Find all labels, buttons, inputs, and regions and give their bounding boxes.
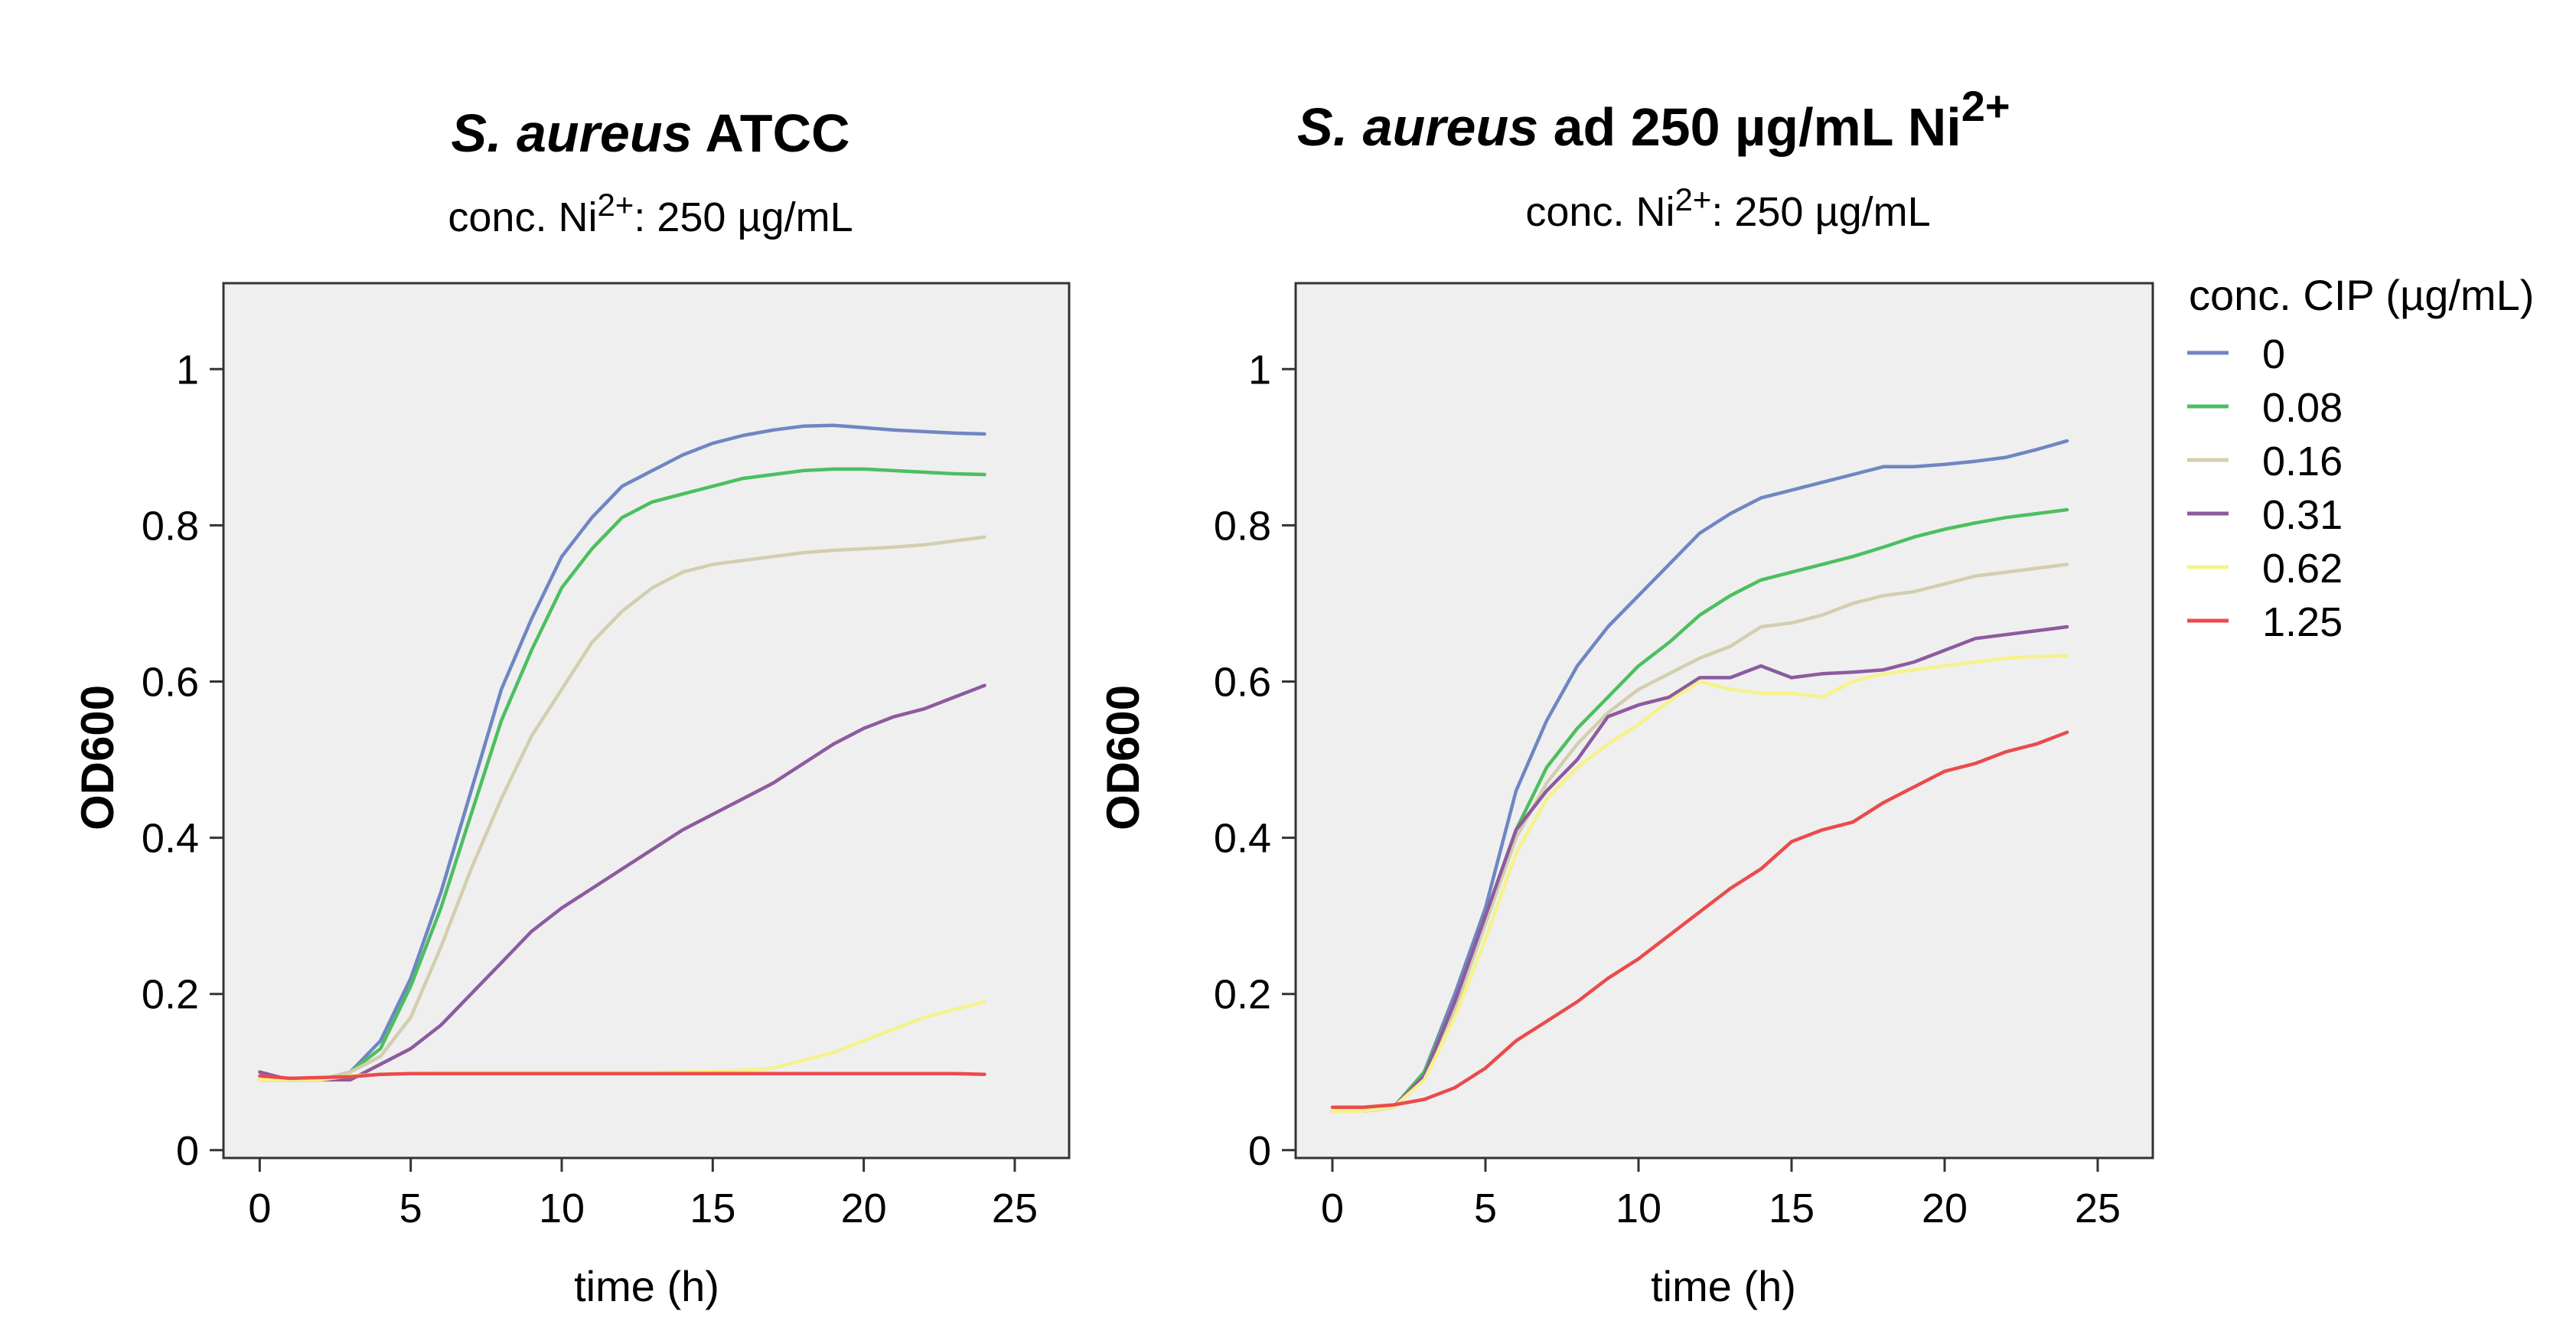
chart-right-ylabel: OD600: [1097, 685, 1149, 830]
chart-left-series: [258, 423, 986, 1082]
chart-right-series: [1330, 439, 2069, 1114]
y-tick-label: 1: [1248, 347, 1271, 393]
chart-left-plot-area: [222, 282, 1071, 1160]
chart-left-xlabel: time (h): [574, 1262, 719, 1310]
x-tick-label: 5: [399, 1186, 422, 1231]
x-tick-label: 0: [1321, 1186, 1344, 1231]
legend-label: 0.31: [2262, 492, 2343, 538]
chart-left-y-axis: 0 0.2 0.4 0.6 0.8 1: [142, 347, 223, 1174]
chart-left-x-axis: 0 5 10 15 20 25: [248, 1158, 1038, 1231]
chart-right-y-axis: 0 0.2 0.4 0.6 0.8 1: [1214, 347, 1296, 1174]
y-tick-label: 0.8: [142, 503, 199, 549]
y-tick-label: 0.6: [1214, 659, 1271, 705]
chart-right-plot-area: [1294, 282, 2154, 1160]
legend-label: 0: [2262, 331, 2285, 377]
legend-label: 1.25: [2262, 599, 2343, 645]
chart-right-x-axis: 0 5 10 15 20 25: [1321, 1158, 2121, 1231]
legend-label: 0.08: [2262, 385, 2343, 431]
y-tick-label: 0.2: [1214, 972, 1271, 1018]
x-tick-label: 25: [2075, 1186, 2121, 1231]
chart-right-title: S. aureus ad 250 µg/mL Ni2+: [1297, 82, 2010, 157]
y-tick-label: 0.4: [142, 816, 199, 862]
legend-title: conc. CIP (µg/mL): [2189, 271, 2534, 319]
y-tick-label: 1: [176, 347, 199, 393]
series-line-1-25: [258, 1071, 986, 1081]
x-tick-label: 5: [1474, 1186, 1497, 1231]
chart-left-ylabel: OD600: [72, 685, 123, 830]
chart-right: S. aureus ad 250 µg/mL Ni2+ conc. Ni2+: …: [1097, 82, 2534, 1310]
x-tick-label: 15: [690, 1186, 735, 1231]
series-line-0-16: [258, 535, 986, 1082]
legend-items: 0 0.08 0.16 0.31 0.62 1.25: [2187, 331, 2343, 645]
x-tick-label: 20: [841, 1186, 887, 1231]
x-tick-label: 15: [1769, 1186, 1815, 1231]
series-line-1-25: [1330, 730, 2069, 1109]
series-line-0-31: [1330, 625, 2069, 1114]
chart-left: S. aureus ATCC conc. Ni2+: 250 µg/mL 0 0.…: [72, 103, 1071, 1310]
x-tick-label: 25: [992, 1186, 1038, 1231]
series-line-0-08: [258, 467, 986, 1082]
series-line-0: [258, 423, 986, 1082]
chart-right-subtitle: conc. Ni2+: 250 µg/mL: [1525, 181, 1930, 235]
y-tick-label: 0.2: [142, 972, 199, 1018]
chart-left-title: S. aureus ATCC: [451, 103, 849, 163]
y-tick-label: 0.8: [1214, 503, 1271, 549]
x-tick-label: 0: [248, 1186, 271, 1231]
legend: conc. CIP (µg/mL) 0 0.08 0.16 0.31 0.62 1.25: [2187, 271, 2534, 645]
chart-left-subtitle: conc. Ni2+: 250 µg/mL: [448, 187, 853, 240]
chart-right-xlabel: time (h): [1651, 1262, 1796, 1310]
y-tick-label: 0.6: [142, 659, 199, 705]
series-line-0-31: [258, 683, 986, 1082]
y-tick-label: 0: [1248, 1128, 1271, 1174]
series-line-0-62: [1330, 654, 2069, 1114]
y-tick-label: 0.4: [1214, 816, 1271, 862]
x-tick-label: 10: [1616, 1186, 1661, 1231]
legend-label: 0.62: [2262, 546, 2343, 592]
x-tick-label: 20: [1922, 1186, 1968, 1231]
x-tick-label: 10: [539, 1186, 585, 1231]
y-tick-label: 0: [176, 1128, 199, 1174]
legend-label: 0.16: [2262, 439, 2343, 484]
series-line-0-16: [1330, 563, 2069, 1114]
series-line-0: [1330, 439, 2069, 1114]
